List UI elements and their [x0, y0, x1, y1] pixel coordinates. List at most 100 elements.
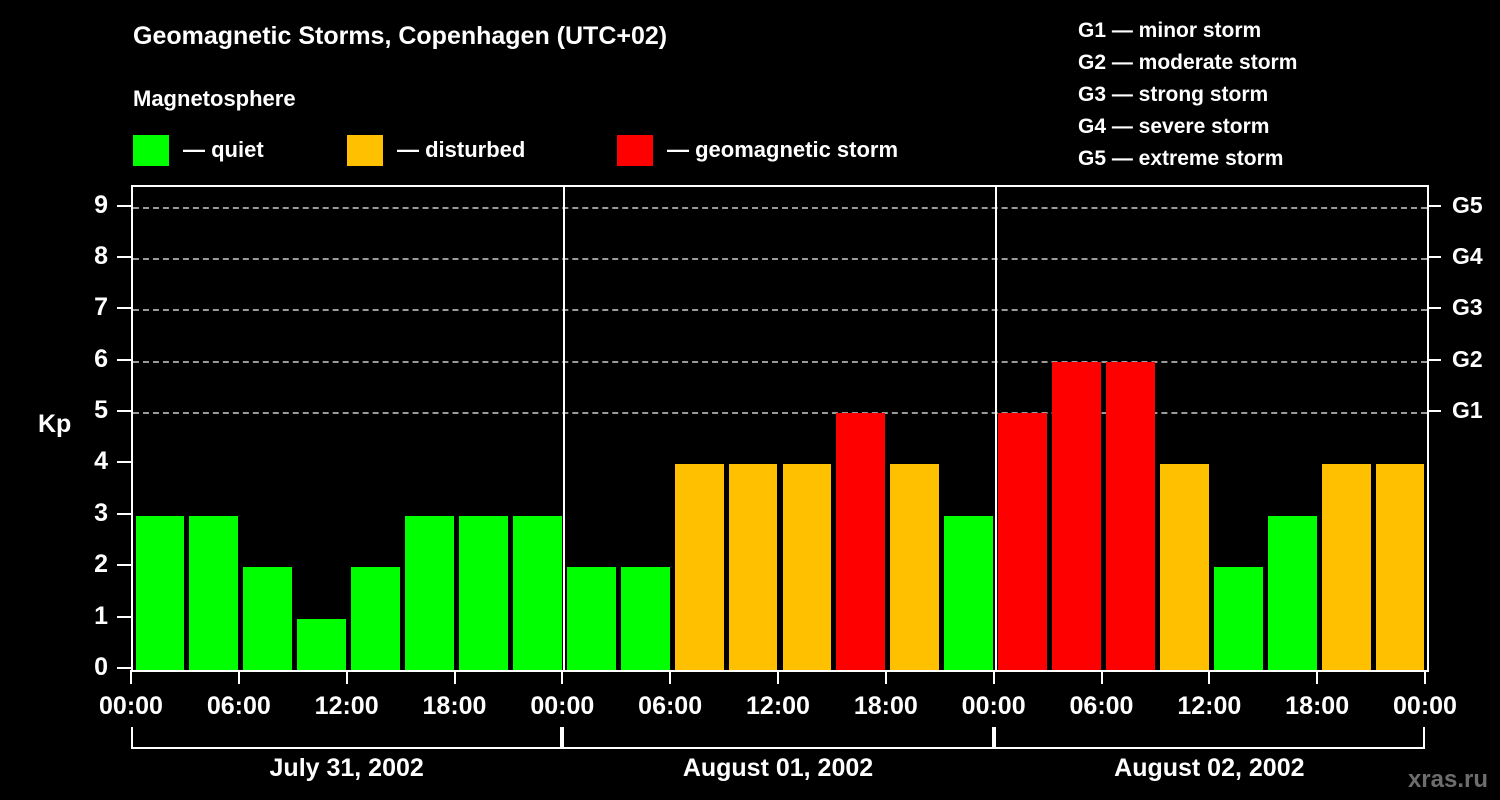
quiet-legend: — quiet: [133, 133, 264, 167]
gscale-legend-item: G2 — moderate storm: [1078, 51, 1298, 74]
y-tick-mark: [117, 564, 131, 567]
y-tick-mark: [117, 615, 131, 618]
kp-bar: [944, 515, 994, 670]
date-label: August 02, 2002: [1114, 754, 1305, 782]
kp-bar: [135, 515, 185, 670]
x-tick-mark: [1208, 670, 1211, 684]
y-tick-mark: [117, 461, 131, 464]
kp-bar: [890, 464, 940, 670]
y-tick-mark: [117, 358, 131, 361]
g-tick-label: G4: [1452, 242, 1483, 269]
y-tick-mark: [117, 512, 131, 515]
date-label: August 01, 2002: [682, 754, 874, 782]
plot-area: [131, 185, 1429, 672]
x-tick-label: 06:00: [1069, 692, 1134, 720]
gscale-legend-item: G5 — extreme storm: [1078, 147, 1284, 170]
kp-bar: [459, 515, 508, 670]
kp-bar: [1159, 464, 1209, 670]
g-tick-mark: [1427, 358, 1441, 361]
g-tick-label: G1: [1452, 397, 1483, 424]
x-tick-mark: [130, 670, 132, 684]
day-divider: [563, 187, 566, 670]
g-tick-mark: [1427, 410, 1441, 413]
kp-bar: [1052, 361, 1101, 670]
x-tick-mark: [237, 670, 240, 684]
y-axis-title: Kp: [38, 410, 72, 438]
kp-bar: [243, 567, 293, 670]
x-tick-mark: [884, 670, 887, 684]
legend-swatch-icon: [617, 134, 653, 166]
g-tick-label: G2: [1452, 345, 1483, 372]
y-tick-label: 0: [94, 653, 108, 681]
x-tick-label: 18:00: [853, 692, 918, 720]
y-tick-label: 6: [94, 344, 108, 373]
kp-bar: [620, 567, 670, 670]
gscale-legend: G1 — minor storm G2 — moderate storm G3 — …: [1078, 15, 1297, 175]
y-tick-label: 7: [94, 293, 108, 322]
y-tick-mark: [117, 410, 131, 413]
x-tick-mark: [345, 670, 348, 684]
kp-bar: [1106, 361, 1155, 670]
x-tick-label: 06:00: [206, 692, 271, 720]
disturbed-legend: — disturbed: [347, 133, 525, 167]
x-tick-mark: [1424, 670, 1426, 684]
legend-label: — geomagnetic storm: [667, 137, 899, 162]
y-tick-mark: [117, 307, 131, 310]
kp-bar: [405, 515, 454, 670]
date-bracket: [131, 727, 563, 749]
g-tick-mark: [1427, 307, 1441, 310]
g-tick-mark: [1427, 255, 1441, 258]
y-tick-label: 1: [94, 601, 108, 630]
x-tick-label: 06:00: [638, 692, 703, 720]
gridline: [133, 257, 1427, 260]
magnetosphere-label: Magnetosphere: [133, 86, 296, 111]
x-tick-label: 00:00: [99, 692, 163, 720]
y-tick-label: 8: [94, 241, 108, 270]
kp-bar: [728, 464, 778, 670]
gridline: [133, 360, 1427, 363]
y-tick-mark: [117, 667, 131, 669]
g-tick-label: G5: [1452, 191, 1483, 218]
kp-bar: [512, 515, 562, 670]
kp-bar: [1321, 464, 1371, 670]
date-label: July 31, 2002: [269, 754, 424, 782]
x-tick-label: 12:00: [746, 692, 810, 720]
y-tick-mark: [117, 255, 131, 258]
x-tick-label: 12:00: [1177, 692, 1242, 720]
kp-bar: [998, 413, 1048, 670]
date-bracket: [993, 727, 1425, 749]
date-bracket: [562, 727, 994, 749]
gscale-legend-item: G3 — strong storm: [1078, 83, 1269, 106]
y-tick-label: 3: [94, 498, 108, 527]
watermark: xras.ru: [1407, 766, 1488, 793]
y-tick-label: 9: [94, 190, 108, 219]
kp-bar: [351, 567, 401, 670]
x-tick-label: 18:00: [422, 692, 487, 720]
legend-swatch-icon: [347, 134, 383, 166]
kp-bar: [189, 515, 239, 670]
kp-bar: [566, 567, 616, 670]
g-tick-mark: [1427, 204, 1441, 207]
page-title: Geomagnetic Storms, Copenhagen (UTC+02): [133, 22, 668, 50]
gscale-legend-item: G4 — severe storm: [1078, 115, 1270, 138]
x-tick-label: 00:00: [530, 692, 595, 720]
gscale-legend-item: G1 — minor storm: [1078, 19, 1262, 42]
x-tick-mark: [777, 670, 779, 684]
y-tick-label: 4: [94, 447, 108, 476]
storm-legend: — geomagnetic storm: [617, 133, 898, 167]
y-tick-label: 5: [94, 396, 108, 425]
plot-inner: [133, 187, 1427, 670]
x-tick-label: 18:00: [1285, 692, 1350, 720]
day-divider: [994, 187, 997, 670]
x-tick-mark: [453, 670, 456, 684]
gridline: [133, 206, 1427, 209]
g-tick-label: G3: [1452, 294, 1483, 321]
x-tick-label: 00:00: [1393, 692, 1457, 720]
x-tick-label: 00:00: [961, 692, 1026, 720]
x-tick-mark: [992, 670, 995, 684]
x-tick-mark: [1316, 670, 1319, 684]
x-tick-mark: [669, 670, 672, 684]
kp-bar: [1267, 515, 1317, 670]
kp-bar: [836, 413, 886, 670]
kp-bar: [782, 464, 832, 670]
